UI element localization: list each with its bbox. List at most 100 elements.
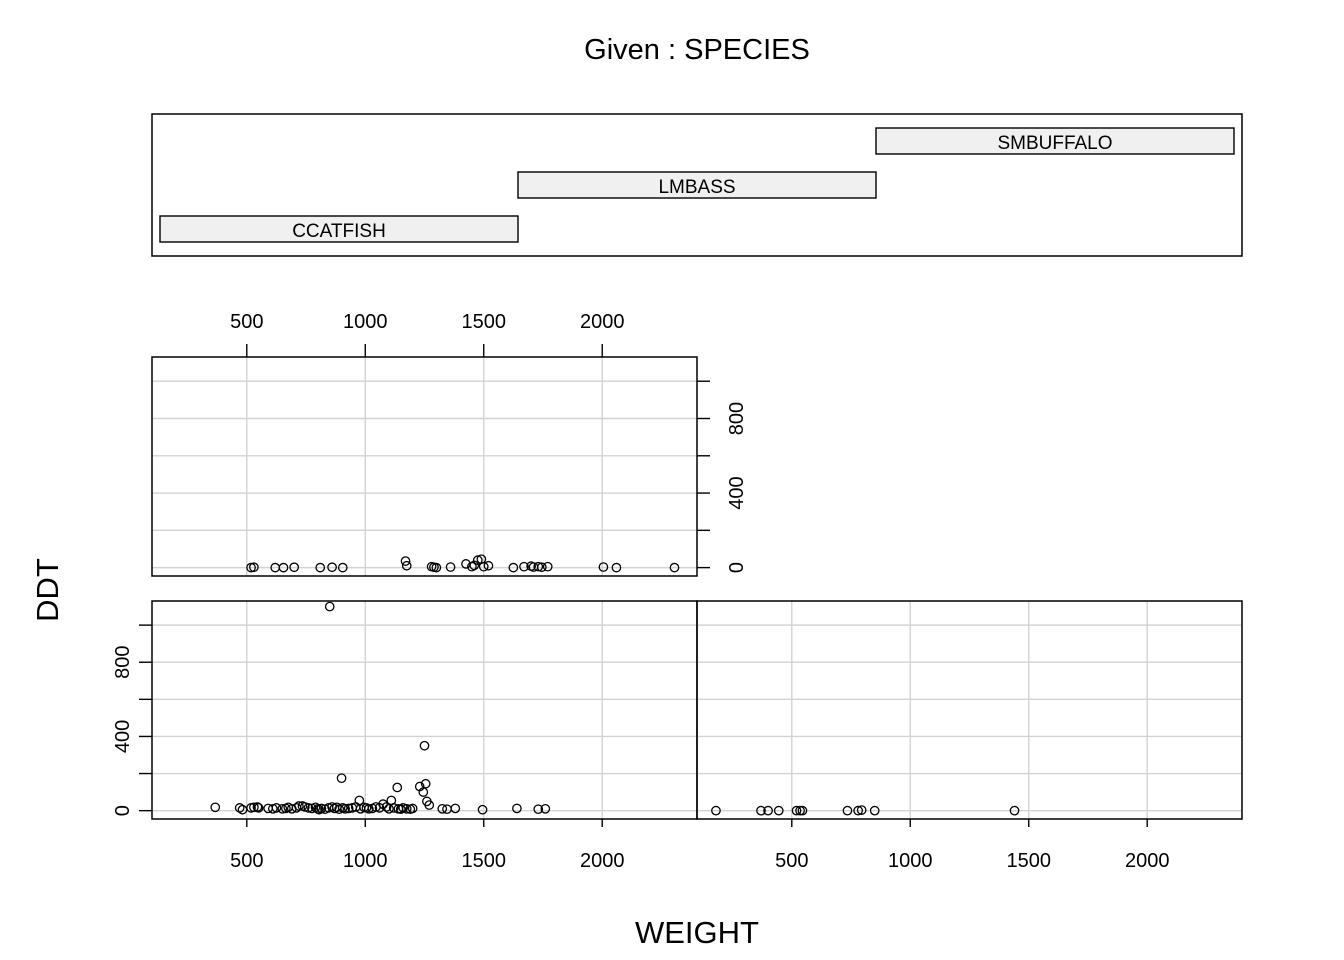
x-tick-label: 1500 xyxy=(461,311,506,333)
data-point xyxy=(315,562,326,573)
x-tick-label: 500 xyxy=(775,850,808,872)
x-tick-label: 500 xyxy=(230,311,263,333)
data-point xyxy=(249,562,259,573)
data-point xyxy=(316,803,327,814)
given-bar-smbuffalo xyxy=(875,127,1235,155)
scatter-panels: 500 1000 1500 2000 0 400 800 500 1000 1500 2000 0 40… xyxy=(112,311,1243,872)
plot-title: Given : SPECIES xyxy=(584,34,810,66)
data-point xyxy=(294,801,304,811)
data-point xyxy=(450,803,461,814)
data-point xyxy=(542,561,553,572)
x-tick-label: 1500 xyxy=(1006,850,1051,872)
data-point xyxy=(289,562,300,573)
data-point xyxy=(363,803,374,814)
data-point xyxy=(303,803,314,813)
panel-frame-smbuffalo xyxy=(696,600,1243,820)
data-point xyxy=(431,562,442,573)
y-tick-label: 0 xyxy=(726,562,748,573)
data-point xyxy=(253,803,264,813)
data-point xyxy=(381,802,392,812)
data-point xyxy=(277,803,288,814)
data-point xyxy=(336,773,347,784)
data-point xyxy=(419,740,430,751)
data-point xyxy=(252,802,263,812)
given-bar-label-ccatfish: CCATFISH xyxy=(292,221,386,242)
data-point xyxy=(407,803,418,814)
data-point xyxy=(669,562,680,573)
given-bars: CCATFISH LMBASS SMBUFFALO xyxy=(159,127,1235,243)
data-point xyxy=(791,805,802,816)
given-bar-lmbass xyxy=(517,171,877,199)
data-point xyxy=(395,804,406,815)
data-point xyxy=(340,803,350,814)
y-axis-title: DDT xyxy=(30,558,65,622)
data-point xyxy=(711,805,721,816)
data-point xyxy=(519,561,529,572)
y-tick-label: 800 xyxy=(726,402,748,435)
given-bar-label-lmbass: LMBASS xyxy=(658,177,735,198)
data-point xyxy=(278,562,289,573)
panel-smbuffalo: 500 1000 1500 2000 xyxy=(696,600,1243,872)
data-point xyxy=(611,562,622,573)
data-point xyxy=(869,805,880,816)
given-panel: CCATFISH LMBASS SMBUFFALO xyxy=(151,113,1243,257)
data-point xyxy=(420,778,431,789)
data-point xyxy=(249,802,259,813)
x-tick-label: 2000 xyxy=(1125,850,1170,872)
data-point xyxy=(483,560,494,571)
y-tick-label: 400 xyxy=(112,720,134,753)
data-point xyxy=(853,805,863,816)
y-tick-label: 400 xyxy=(726,476,748,509)
data-point xyxy=(313,803,323,814)
data-point xyxy=(1009,805,1020,816)
data-point xyxy=(536,562,547,573)
data-point xyxy=(401,560,412,571)
data-point xyxy=(756,805,766,816)
data-point xyxy=(856,805,867,815)
panel-frame-lmbass xyxy=(151,356,698,577)
y-tick-label: 800 xyxy=(112,646,134,679)
x-axis-title: WEIGHT xyxy=(635,915,759,950)
data-point xyxy=(773,805,784,816)
data-point xyxy=(324,601,335,612)
given-bar-label-smbuffalo: SMBUFFALO xyxy=(997,133,1112,154)
data-point xyxy=(445,562,456,572)
data-point xyxy=(508,562,519,573)
data-point xyxy=(477,804,488,815)
data-point xyxy=(343,803,354,814)
x-tick-label: 1000 xyxy=(343,311,388,333)
data-point xyxy=(327,562,337,573)
data-point xyxy=(400,556,411,566)
x-tick-label: 2000 xyxy=(580,311,625,333)
data-point xyxy=(401,803,412,814)
data-point xyxy=(210,802,221,813)
data-point xyxy=(437,803,448,814)
y-tick-label: 0 xyxy=(112,805,134,816)
given-panel-frame xyxy=(151,113,1243,257)
data-point xyxy=(388,803,399,813)
panel-lmbass: 500 1000 1500 2000 0 400 800 xyxy=(151,311,748,577)
data-point xyxy=(424,800,435,810)
x-tick-label: 1000 xyxy=(343,850,388,872)
data-point xyxy=(392,782,403,793)
x-tick-label: 1000 xyxy=(888,850,933,872)
x-tick-label: 1500 xyxy=(461,850,506,872)
data-point xyxy=(478,561,489,572)
x-tick-label: 2000 xyxy=(580,850,625,872)
given-bar-ccatfish xyxy=(159,215,519,243)
data-point xyxy=(540,803,551,814)
data-point xyxy=(763,805,773,816)
data-point xyxy=(533,561,544,572)
data-point xyxy=(234,803,245,813)
data-point xyxy=(467,561,477,572)
panel-ccatfish: 500 1000 1500 2000 0 400 800 xyxy=(112,600,698,872)
data-point xyxy=(598,562,609,572)
data-point xyxy=(314,804,324,815)
data-point xyxy=(797,805,808,816)
data-point xyxy=(327,802,337,812)
data-point xyxy=(842,805,853,816)
data-point xyxy=(271,803,282,813)
data-point xyxy=(337,562,348,573)
data-point xyxy=(237,804,248,815)
